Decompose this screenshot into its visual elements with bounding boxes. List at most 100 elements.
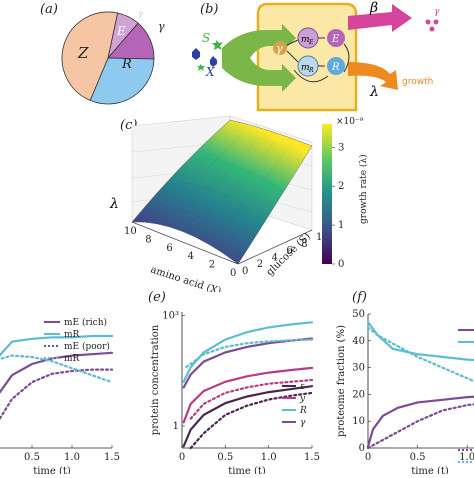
- x-tick-label: 1.5: [104, 452, 120, 463]
- y-tick-label: 10: [352, 416, 365, 427]
- y-tick-label: 10³: [162, 311, 179, 322]
- colorbar: [322, 124, 332, 264]
- panel-e: (e) 0 0.5 1.0 1.5 1 10³ time (t) protein concen…: [142, 290, 322, 477]
- surface-xtick: 0: [230, 268, 236, 279]
- series-line-4: [189, 391, 314, 450]
- x-tick-label: 1.0: [459, 452, 474, 463]
- surface-xtick: 10: [124, 226, 137, 237]
- substrate-s-label: S: [202, 31, 210, 45]
- surface-ytick: 8: [301, 239, 307, 250]
- pie-chart: Z E R γ γ: [61, 9, 165, 105]
- colorbar-tick: 3: [338, 142, 344, 153]
- x-axis-label: time (t): [228, 466, 266, 474]
- s-star-icon: [212, 40, 223, 50]
- x-tick-label: 0.5: [410, 452, 426, 463]
- panel-e-label: (e): [148, 290, 166, 305]
- surface-zlabel: λ: [109, 196, 119, 212]
- r-node: [327, 57, 345, 75]
- cell-schematic: S X γ m E m R E R β γ λ growth: [192, 0, 440, 112]
- legend-label: γ: [300, 418, 306, 428]
- chart-f: 0 0.5 1.0 0 10 20 30 40 50 time (t) proteome fract…: [336, 309, 474, 477]
- legend-label: y: [299, 394, 306, 404]
- surface-mesh: [149, 131, 291, 253]
- panel-f: (f) 0 0.5 1.0 0 10 20 30 40 50 time (t) proteome f…: [330, 290, 474, 477]
- x-molecule-icon: [210, 56, 217, 67]
- surface-xtick: 4: [188, 251, 194, 262]
- y-axis-line: [237, 229, 313, 265]
- series-line-5: [189, 378, 314, 420]
- me-node-sub: E: [308, 39, 314, 46]
- gamma-output-dots: [425, 19, 439, 32]
- x-axis-label: time (t): [33, 466, 71, 474]
- y-tick-label: 1: [173, 421, 179, 432]
- surface-ytick: 2: [257, 259, 263, 270]
- substrate-x-label: X: [205, 65, 215, 79]
- y-tick-label: 40: [352, 336, 365, 347]
- series-line-1: [0, 334, 114, 357]
- pie-slice-r: [89, 57, 155, 105]
- panel-c: (c): [90, 112, 380, 292]
- legend-label: mR: [64, 330, 80, 340]
- pie-label-gamma-outer: γ: [158, 20, 165, 33]
- x-tick-label: 0: [365, 452, 371, 463]
- series-line-0: [182, 385, 314, 448]
- legend-label: R: [299, 406, 307, 416]
- panel-a-label: (a): [40, 2, 58, 17]
- pie-label-gamma-inner: γ: [138, 9, 143, 18]
- x-molecule-icon: [192, 48, 200, 60]
- surface-xtick: 6: [166, 243, 172, 254]
- pie-label-r: R: [121, 57, 132, 72]
- series-line-2: [366, 403, 474, 450]
- x-axis-line: [131, 221, 239, 265]
- series-line-0: [0, 351, 114, 394]
- surface-ytick: 4: [272, 252, 278, 263]
- series-line-6: [185, 338, 314, 369]
- growth-arrow: [348, 62, 398, 90]
- substrate-arrow: [222, 24, 296, 92]
- surface-xtick: 8: [145, 234, 151, 245]
- x-tick-label: 1.5: [304, 452, 320, 463]
- x-axis-label: time (t): [411, 466, 449, 474]
- beta-arrow: [348, 4, 412, 32]
- colorbar-tick: 0: [338, 259, 344, 270]
- pie-label-e: E: [116, 24, 126, 38]
- x-tick-label: 0: [179, 452, 185, 463]
- pie-label-z: Z: [77, 44, 89, 62]
- node-arrows: [286, 37, 350, 83]
- s-star-icon: [197, 64, 205, 71]
- beta-label: β: [369, 0, 378, 16]
- e-node: [327, 29, 345, 47]
- y-tick-label: 50: [352, 309, 365, 320]
- mr-node-sub: R: [308, 67, 314, 74]
- growth-surface: [131, 119, 313, 265]
- y-tick-label: 0: [359, 443, 365, 454]
- y-tick-label: 20: [352, 389, 365, 400]
- legend-label: mR: [64, 354, 80, 364]
- series-line-1: [182, 366, 314, 424]
- x-tick-label: 1.0: [261, 452, 277, 463]
- colorbar-tick: 1: [338, 220, 344, 231]
- substrate-molecules: [192, 40, 223, 71]
- legend-label: mE (rich): [64, 317, 107, 328]
- growth-label: growth: [402, 77, 433, 87]
- legend-label: ε: [300, 382, 305, 392]
- panel-b: S X γ m E m R E R β γ λ growth: [170, 0, 474, 112]
- colorbar-label: growth rate (λ): [358, 154, 369, 224]
- y-axis-label: protein concentration: [150, 324, 161, 435]
- surface-ytick: 0: [242, 266, 248, 277]
- r-node-label: R: [331, 62, 340, 73]
- me-node-label: m: [301, 35, 310, 45]
- surface-ytick: 6: [286, 246, 292, 257]
- pie-slice-z: [61, 11, 119, 101]
- y-tick-label: 30: [352, 363, 365, 374]
- panel-a: (a) Z E R γ γ: [0, 0, 170, 110]
- colorbar-tick: 2: [338, 181, 344, 192]
- panel-f-label: (f): [352, 290, 367, 305]
- series-line-3: [182, 337, 314, 389]
- lambda-label: λ: [369, 84, 379, 100]
- x-tick-label: 0.5: [24, 452, 40, 463]
- series-line-3: [366, 326, 474, 383]
- e-node-label: E: [331, 34, 340, 45]
